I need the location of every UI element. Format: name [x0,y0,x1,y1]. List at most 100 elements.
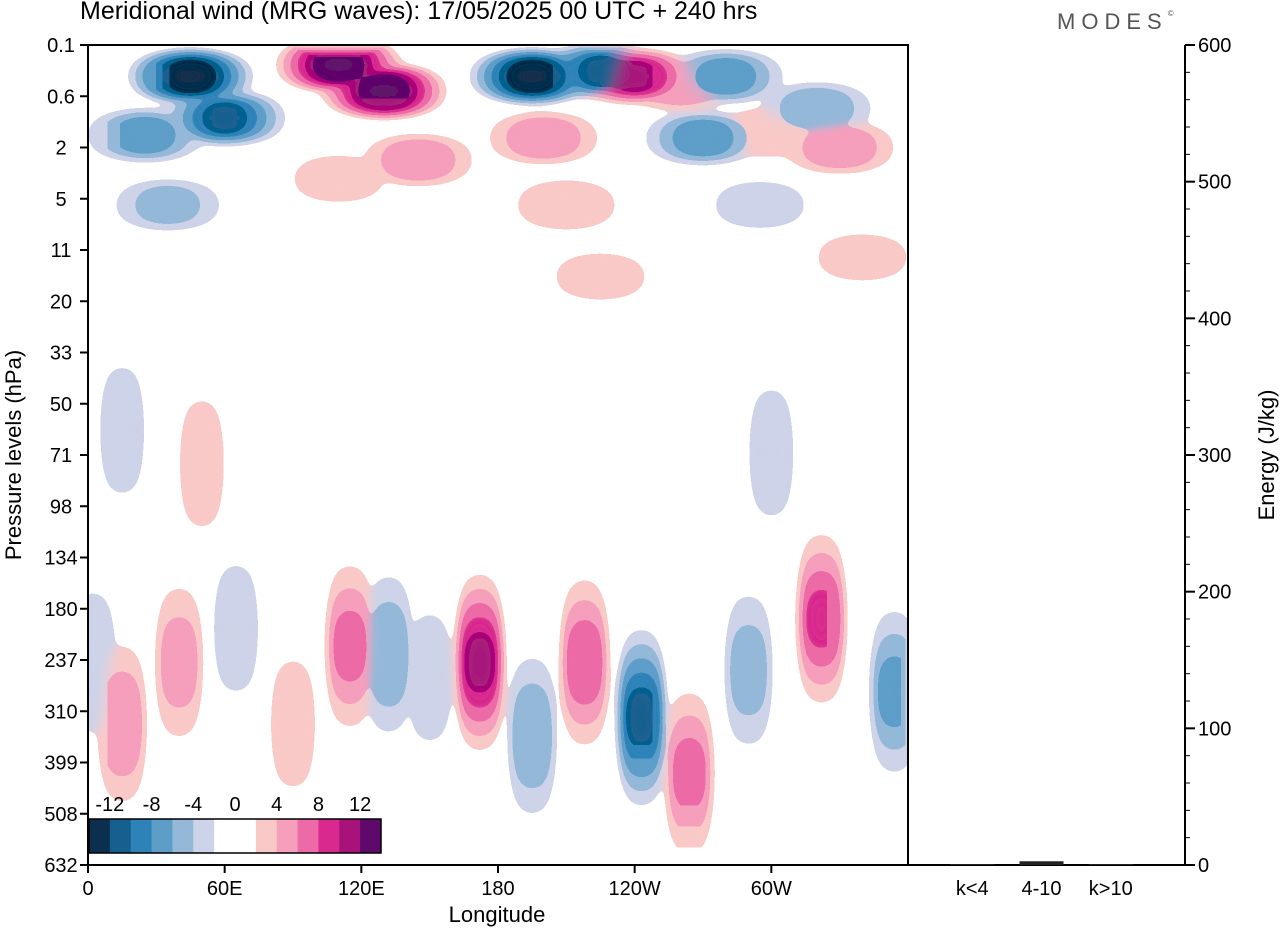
colorbar-segment [360,819,382,853]
wind-anomaly-cell [616,70,653,83]
longitude-tick-label: 120E [338,878,385,900]
heatmap-plot [87,44,909,866]
longitude-tick-label: 180 [481,878,514,900]
wind-anomaly-cell [474,635,486,690]
wind-anomaly-cell [815,592,827,645]
wind-anomaly-cell [759,395,784,510]
pressure-tick-label: 237 [44,650,77,672]
colorbar-label: -4 [184,794,202,816]
pressure-axis-title: Pressure levels (hPa) [1,350,26,560]
wind-anomaly-cell [378,606,399,702]
wind-anomaly-cell [739,629,758,711]
longitude-axis: 0 60E 120E 180 120W 60W [82,865,792,900]
energy-tick-label: 100 [1198,718,1231,740]
colorbar-segment [193,819,215,853]
wind-anomaly-cell [189,406,214,521]
longitude-tick-label: 120W [609,878,661,900]
colorbar-label: 0 [229,794,240,816]
pressure-tick-label: 508 [44,804,77,826]
wind-anomaly-cell [363,83,405,99]
wind-anomaly-cell [785,97,848,120]
colorbar-segment [339,819,361,853]
pressure-tick-label: 2 [55,138,66,160]
energy-bar [1088,864,1133,865]
wind-anomaly-cell [206,111,243,125]
pressure-tick-label: 310 [44,701,77,723]
colorbar-label: 4 [271,794,282,816]
colorbar-label: 12 [349,794,371,816]
wind-anomaly-cell [722,191,798,219]
wind-anomaly-cell [387,148,450,171]
wind-anomaly-cell [582,64,619,78]
colorbar-segment [255,819,278,853]
energy-bar-panel: 0 100 200 300 400 500 600 k<4 4-10 k>10 [907,35,1231,900]
colorbar-segment [276,819,299,853]
energy-bars [950,861,1133,865]
colorbar-segment [151,819,173,853]
wind-anomaly-cell [169,69,212,84]
wind-anomaly-cell [141,195,195,215]
longitude-tick-label: 60E [207,878,243,900]
wind-anomaly-cell [417,620,442,735]
pressure-tick-label: 5 [55,189,66,211]
energy-tick-label: 500 [1198,172,1231,194]
brand-logo: MODES© [1057,9,1174,35]
longitude-axis-title: Longitude [449,902,546,927]
colorbar-segment [172,819,194,853]
energy-tick-label: 200 [1198,582,1231,604]
pressure-tick-label: 20 [50,291,72,313]
pressure-tick-label: 33 [50,343,72,365]
wind-anomaly-cell [110,373,135,488]
pressure-tick-label: 50 [50,394,72,416]
wind-anomaly-cell [808,136,871,159]
wind-anomaly-cell [887,660,901,724]
energy-category-label: 4-10 [1021,878,1061,900]
energy-tick-label: 0 [1198,855,1209,877]
pressure-tick-label: 98 [50,496,72,518]
colorbar-frame [88,818,382,854]
longitude-tick-label: 0 [82,878,93,900]
wind-anomaly-cell [635,690,648,745]
wind-anomaly-cell [576,624,593,701]
colorbar-label: -12 [95,794,124,816]
wind-anomaly-cell [730,117,813,147]
pressure-tick-label: 0.1 [47,35,75,57]
energy-bar [950,864,995,865]
colorbar-segment [318,819,340,853]
wind-anomaly-cell [112,676,133,772]
energy-axis: 0 100 200 300 400 500 600 [1185,35,1231,877]
wind-anomaly-cell [170,621,188,704]
colorbar-label: -8 [143,794,161,816]
wind-anomaly-cell [525,190,608,220]
wind-contours [88,45,908,865]
wind-anomaly-cell [682,741,696,806]
pressure-axis: 0.1 0.6 2 5 11 20 33 50 71 98 134 180 237 310 399 508 63… [44,35,88,877]
pressure-tick-label: 0.6 [47,86,75,108]
energy-category-label: k<4 [956,878,989,900]
pressure-tick-label: 11 [51,240,72,262]
colorbar: -12 -8 -4 0 4 8 12 [88,794,382,854]
colorbar-segment [235,819,257,853]
pressure-tick-label: 71 [50,445,72,467]
brand-mark: © [1167,9,1174,18]
energy-tick-label: 300 [1198,445,1231,467]
wind-anomaly-cell [281,666,305,781]
energy-bar [1019,861,1064,865]
energy-categories: k<4 4-10 k>10 [956,878,1133,900]
pressure-tick-label: 134 [44,548,77,570]
contour-level [169,57,553,99]
wind-anomaly-cell [120,126,170,145]
pressure-tick-label: 632 [44,855,77,877]
longitude-tick-label: 60W [751,878,792,900]
wind-anomaly-cell [224,571,249,686]
pressure-tick-label: 399 [44,753,77,775]
energy-axis-title: Energy (J/kg) [1254,390,1279,521]
wind-anomaly-cell [301,165,376,193]
wind-anomaly-cell [343,614,357,678]
colorbar-segment [89,819,111,853]
wind-anomaly-cell [563,263,638,290]
chart-title: Meridional wind (MRG waves): 17/05/2025 … [80,0,758,25]
colorbar-segment [130,819,153,853]
pressure-tick-label: 180 [44,599,77,621]
